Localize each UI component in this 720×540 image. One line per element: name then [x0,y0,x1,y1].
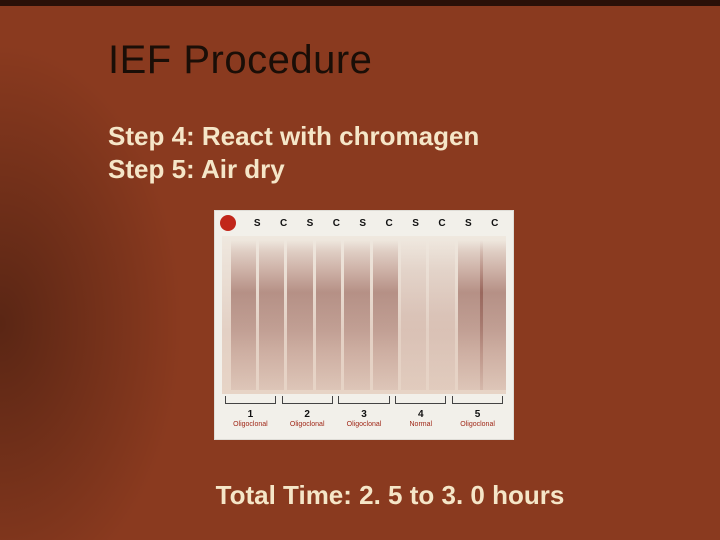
group-type: Oligoclonal [225,421,276,428]
bracket [225,396,276,404]
gel-footer: 1 2 3 4 5 Oligoclonal Oligoclonal Oligoc… [214,394,514,440]
lane-label: C [323,218,349,229]
gel-lane-header: S C S C S C S C S C [214,210,514,236]
steps-block: Step 4: React with chromagen Step 5: Air… [108,120,479,185]
gel-lane [287,240,313,390]
group-brackets [222,396,506,408]
bracket [282,396,333,404]
gel-lane [458,240,484,390]
lane-label: S [297,218,323,229]
lane-label: C [429,218,455,229]
gel-lane [373,240,399,390]
gel-lane [429,240,455,390]
lane-labels-row: S C S C S C S C S C [244,218,508,229]
group-type: Normal [395,421,446,428]
gel-lane [401,240,427,390]
lane-label: S [455,218,481,229]
gel-body [222,236,506,394]
lane-label: S [402,218,428,229]
lane-label: C [482,218,508,229]
gel-lane [344,240,370,390]
step-5-text: Step 5: Air dry [108,153,479,186]
group-number: 2 [282,409,333,420]
step-4-text: Step 4: React with chromagen [108,120,479,153]
total-time-text: Total Time: 2. 5 to 3. 0 hours [0,480,720,511]
bracket [395,396,446,404]
group-numbers: 1 2 3 4 5 [222,409,506,420]
gel-lane [259,240,285,390]
group-number: 3 [338,409,389,420]
gel-lane [480,240,506,390]
gel-lane [231,240,257,390]
gel-lane [316,240,342,390]
lane-label: S [244,218,270,229]
lane-label: C [270,218,296,229]
lane-label: S [350,218,376,229]
group-type: Oligoclonal [452,421,503,428]
group-types: Oligoclonal Oligoclonal Oligoclonal Norm… [222,421,506,428]
red-dot-icon [220,215,236,231]
group-number: 1 [225,409,276,420]
bracket [338,396,389,404]
gel-image-panel: S C S C S C S C S C 1 2 3 4 5 Oligoc [214,210,514,440]
group-number: 4 [395,409,446,420]
group-number: 5 [452,409,503,420]
bracket [452,396,503,404]
top-border-strip [0,0,720,6]
slide-title: IEF Procedure [108,38,372,83]
group-type: Oligoclonal [338,421,389,428]
group-type: Oligoclonal [282,421,333,428]
lane-label: C [376,218,402,229]
